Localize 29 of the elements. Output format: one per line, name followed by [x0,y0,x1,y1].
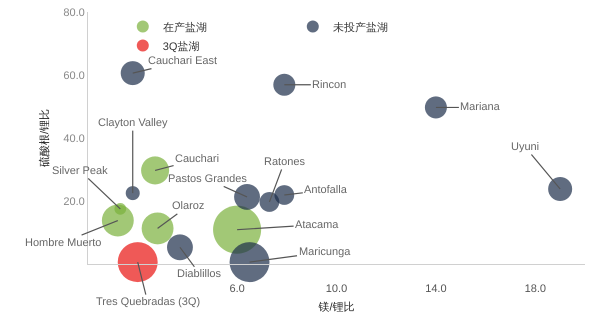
annotation: Hombre Muerto [25,237,102,249]
y-tick-label: 40.0 [63,132,85,145]
x-tick-label: 18.0 [524,283,546,296]
annotation: Antofalla [304,184,348,196]
x-tick-label: 6.0 [229,283,245,296]
annotation: Atacama [295,219,340,231]
x-axis-title: 镁/锂比 [317,300,355,314]
x-tick-label: 14.0 [425,283,447,296]
annotation: Silver Peak [52,165,108,177]
annotation: Olaroz [172,200,204,212]
annotation: Clayton Valley [98,117,168,129]
annotation: Mariana [460,101,501,113]
annotation: Ratones [264,156,306,168]
annotation: Uyuni [511,141,540,153]
legend-label: 未投产盐湖 [332,20,388,34]
legend-label: 在产盐湖 [162,20,207,34]
annotation: Cauchari East [148,55,218,67]
annotation: Rincon [312,79,346,91]
y-tick-label: 20.0 [63,196,85,208]
y-tick-label: 60.0 [63,70,85,82]
annotation: Pastos Grandes [168,173,248,185]
annotation: Tres Quebradas (3Q) [96,296,200,308]
y-axis-title: 硫酸根/锂比 [38,108,52,168]
annotation: Diablillos [177,268,222,280]
y-tick-label: 80.0 [63,6,85,19]
legend-label: 3Q盐湖 [162,40,200,53]
annotation: Maricunga [299,246,352,258]
x-tick-label: 10.0 [326,283,348,296]
annotation: Cauchari [175,153,220,165]
